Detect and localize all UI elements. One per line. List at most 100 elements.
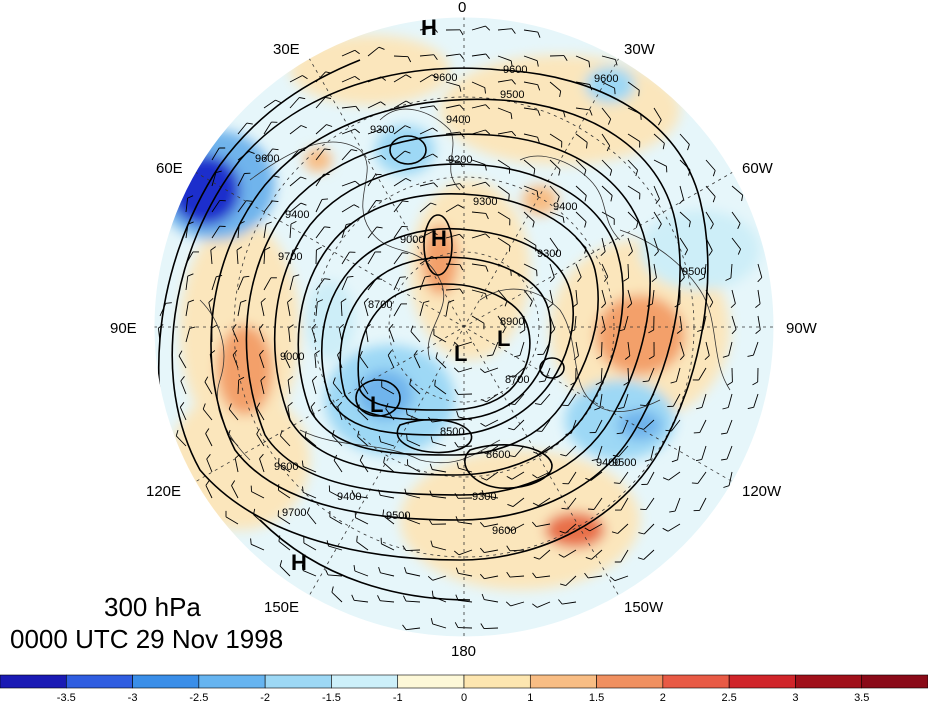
- wind-barb: [210, 250, 213, 265]
- contour-label: 9300: [472, 491, 496, 503]
- wind-barb-feather: [506, 527, 512, 531]
- wind-barb: [289, 176, 301, 187]
- wind-barb-feather: [387, 350, 393, 356]
- wind-barb: [393, 100, 407, 109]
- wind-barb: [445, 204, 459, 213]
- wind-barb: [575, 159, 587, 171]
- contour-label: 9500: [612, 457, 636, 469]
- wind-barb: [653, 185, 660, 200]
- wind-barb-feather: [324, 148, 331, 151]
- wind-barb: [340, 301, 343, 317]
- wind-barb-feather: [486, 354, 493, 357]
- wind-barb-feather: [459, 288, 464, 295]
- wind-barb-feather: [536, 60, 539, 67]
- wind-barb-feather: [208, 297, 214, 303]
- wind-barb: [289, 202, 302, 213]
- latitude-circle: [313, 176, 615, 478]
- wind-barb: [356, 541, 369, 551]
- wind-barb: [544, 367, 551, 382]
- wind-barb: [278, 489, 291, 499]
- wind-barb: [620, 497, 629, 511]
- wind-barb: [471, 104, 486, 109]
- wind-barb-feather: [423, 300, 430, 303]
- wind-barb-feather: [510, 60, 513, 67]
- wind-barb: [549, 81, 561, 92]
- wind-barb-feather: [204, 376, 209, 383]
- wind-barb: [458, 367, 473, 373]
- wind-barb: [622, 419, 629, 434]
- lon-label-30e: 30E: [273, 41, 300, 58]
- wind-barb-feather: [712, 196, 716, 203]
- contour-9400: [245, 133, 651, 496]
- wind-barb-feather: [377, 595, 381, 601]
- colorbar-tick-label: -3.5: [57, 692, 76, 702]
- wind-barb: [523, 133, 538, 138]
- wind-barb-feather: [283, 350, 288, 356]
- wind-barb: [728, 341, 733, 356]
- wind-barb: [256, 433, 265, 447]
- wind-barb: [668, 471, 681, 481]
- wind-barb: [380, 600, 395, 603]
- low-pressure-marker: L: [497, 326, 510, 351]
- wind-barb-feather: [459, 183, 464, 189]
- wind-barb-feather: [205, 480, 210, 486]
- wind-barb-feather: [459, 104, 465, 110]
- wind-barb-feather: [347, 275, 354, 278]
- wind-barb: [567, 393, 577, 406]
- wind-barb-feather: [273, 175, 280, 178]
- wind-barb: [471, 159, 486, 166]
- wind-barb: [354, 570, 369, 577]
- wind-barb: [567, 497, 577, 510]
- wind-barb-feather: [519, 329, 526, 334]
- coastline: [199, 299, 251, 461]
- contour-9300: [273, 163, 624, 476]
- wind-barb-feather: [627, 303, 633, 309]
- wind-barb: [393, 150, 406, 161]
- warm-anomaly-core: [422, 225, 458, 295]
- wind-barb-feather: [637, 557, 644, 560]
- contour-label: 8700: [368, 299, 392, 311]
- wind-barb: [231, 485, 239, 499]
- wind-barb: [315, 97, 326, 109]
- wind-barb-feather: [300, 202, 307, 206]
- colorbar-bin: [861, 674, 928, 689]
- contour-label: 9300: [370, 124, 394, 136]
- wind-barb: [575, 55, 590, 62]
- wind-barb: [341, 49, 355, 57]
- wind-barb: [471, 129, 486, 135]
- wind-barb-feather: [435, 352, 438, 359]
- wind-barb: [667, 523, 681, 532]
- wind-barb: [355, 517, 369, 525]
- wind-barb-feather: [533, 168, 536, 175]
- wind-barb: [620, 549, 629, 563]
- wind-barb: [445, 302, 449, 317]
- wind-barb-feather: [429, 463, 433, 470]
- wind-barb: [432, 623, 447, 629]
- colorbar: -3.5 -3 -2.5 -2 -1.5 -1 0 1 1.5 2 2.5 3 3.5: [0, 674, 928, 702]
- wind-barb-feather: [165, 302, 172, 304]
- lon-label-150e: 150E: [264, 599, 299, 616]
- wind-barb: [258, 328, 265, 343]
- wind-barb: [575, 107, 590, 111]
- colorbar-tick-label: 3.5: [854, 692, 869, 702]
- contour-label: 9700: [278, 251, 302, 263]
- wind-barb: [445, 53, 460, 57]
- coastline: [249, 141, 445, 361]
- meridian-line: [194, 171, 734, 483]
- wind-barb-feather: [326, 124, 333, 127]
- wind-barb: [589, 523, 603, 532]
- wind-barb-feather: [507, 375, 514, 378]
- wind-barb: [315, 124, 327, 135]
- contour-label: 8600: [486, 449, 510, 461]
- wind-barb-feather: [511, 79, 516, 85]
- wind-barb-feather: [300, 176, 307, 180]
- wind-barb-feather: [479, 368, 486, 373]
- wind-barb: [405, 600, 421, 603]
- wind-barb-feather: [454, 550, 460, 556]
- wind-barb-feather: [638, 90, 640, 97]
- colorbar-bin: [463, 674, 531, 689]
- wind-barb-feather: [658, 119, 662, 126]
- wind-barb-feather: [407, 56, 412, 63]
- colorbar-tick-label: 2.5: [721, 692, 736, 702]
- wind-barb: [627, 341, 631, 356]
